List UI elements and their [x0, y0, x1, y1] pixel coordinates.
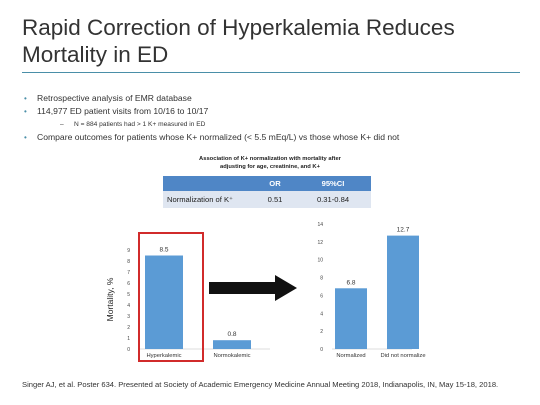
table-cell: 0.31-0.84 — [295, 191, 371, 208]
y-tick-label: 8 — [127, 259, 130, 265]
data-label: 6.8 — [346, 279, 355, 286]
category-label: Normokalemic — [213, 353, 250, 359]
y-tick-label: 9 — [127, 248, 130, 254]
y-tick-label: 12 — [317, 240, 323, 246]
category-label: Hyperkalemic — [146, 353, 181, 359]
y-tick-label: 0 — [127, 347, 130, 353]
table-header-cell — [163, 176, 255, 191]
y-tick-label: 4 — [127, 303, 130, 309]
data-label: 12.7 — [397, 227, 410, 234]
bullet-item: • Retrospective analysis of EMR database — [24, 92, 399, 105]
table-cell: 0.51 — [255, 191, 295, 208]
bullet-dot-icon: • — [24, 133, 27, 142]
bullet-item: • 114,977 ED patient visits from 10/16 t… — [24, 105, 399, 118]
y-tick-label: 14 — [317, 222, 323, 228]
data-label: 0.8 — [227, 331, 236, 338]
citation: Singer AJ, et al. Poster 634. Presented … — [22, 380, 499, 389]
y-tick-label: 5 — [127, 292, 130, 298]
y-tick-label: 2 — [320, 329, 323, 335]
category-label: Normalized — [336, 353, 365, 359]
table-header-cell: 95%CI — [295, 176, 371, 191]
y-tick-label: 0 — [320, 347, 323, 353]
table-caption: Association of K+ normalization with mor… — [170, 156, 370, 171]
table-caption-line: adjusting for age, creatinine, and K+ — [219, 163, 321, 170]
y-tick-label: 10 — [317, 258, 323, 264]
bullet-dot-icon: • — [24, 94, 27, 103]
slide-title: Rapid Correction of Hyperkalemia Reduces… — [22, 15, 455, 67]
bullet-text: 114,977 ED patient visits from 10/16 to … — [37, 106, 209, 116]
bullet-text: Compare outcomes for patients whose K+ n… — [37, 132, 400, 142]
y-tick-label: 6 — [127, 281, 130, 287]
bar — [387, 235, 419, 349]
right-arrow-icon — [209, 275, 297, 301]
table-row: Normalization of K⁺ 0.51 0.31-0.84 — [163, 191, 371, 208]
association-table: OR 95%CI Normalization of K⁺ 0.51 0.31-0… — [163, 176, 371, 208]
y-tick-label: 2 — [127, 325, 130, 331]
sub-bullet-text: N = 884 patients had > 1 K+ measured in … — [74, 121, 206, 128]
bullet-list: • Retrospective analysis of EMR database… — [24, 92, 399, 144]
y-tick-label: 3 — [127, 314, 130, 320]
y-tick-label: 8 — [320, 276, 323, 282]
bullet-dot-icon: • — [24, 107, 27, 116]
dash-icon: – — [60, 121, 64, 128]
y-tick-label: 7 — [127, 270, 130, 276]
y-axis-label: Mortality, % — [105, 277, 115, 321]
bar — [335, 288, 367, 349]
bar — [145, 255, 183, 349]
table-header-row: OR 95%CI — [163, 176, 371, 191]
bullet-text: Retrospective analysis of EMR database — [37, 93, 192, 103]
bar — [213, 340, 251, 349]
y-tick-label: 6 — [320, 293, 323, 299]
category-label: Did not normalize — [380, 353, 425, 359]
data-label: 8.5 — [159, 247, 168, 254]
y-tick-label: 1 — [127, 336, 130, 342]
hyperkalemic-highlight-box — [138, 232, 204, 362]
title-divider — [22, 72, 520, 73]
table-cell: Normalization of K⁺ — [163, 191, 255, 208]
y-tick-label: 4 — [320, 311, 323, 317]
table-header-cell: OR — [255, 176, 295, 191]
table-caption-line: Association of K+ normalization with mor… — [199, 156, 341, 162]
bullet-item: • Compare outcomes for patients whose K+… — [24, 131, 399, 144]
sub-bullet-item: – N = 884 patients had > 1 K+ measured i… — [24, 118, 399, 131]
